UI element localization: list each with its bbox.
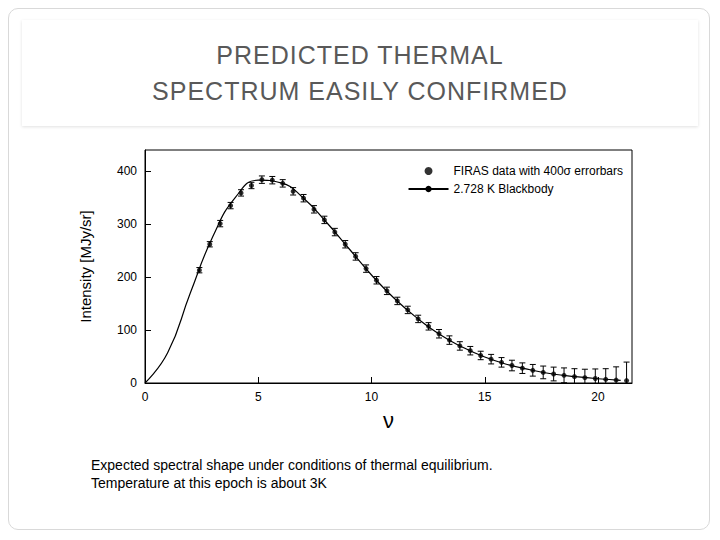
html-text:Expected spectral shape under: Expected spectral shape under conditions… — [91, 457, 493, 473]
html-text:Temperature at this epoch is a: Temperature at this epoch is about 3K — [91, 475, 327, 491]
svg-text:FIRAS data with 400σ errorbars: FIRAS data with 400σ errorbars — [454, 164, 623, 178]
svg-text:ν: ν — [383, 408, 394, 433]
svg-text:0: 0 — [142, 390, 149, 404]
svg-text:10: 10 — [365, 390, 379, 404]
svg-text:5: 5 — [255, 390, 262, 404]
svg-text:20: 20 — [591, 390, 605, 404]
svg-text:300: 300 — [117, 217, 137, 231]
svg-text:400: 400 — [117, 164, 137, 178]
svg-text:0: 0 — [130, 376, 137, 390]
svg-text:Intensity [MJy/sr]: Intensity [MJy/sr] — [77, 210, 94, 323]
svg-text:2.728 K Blackbody: 2.728 K Blackbody — [454, 182, 554, 196]
html-text:PREDICTED THERMAL SPECTRUM EAS: PREDICTED THERMAL SPECTRUM EASILY CONFIR… — [152, 41, 568, 105]
svg-text:15: 15 — [478, 390, 492, 404]
svg-text:200: 200 — [117, 270, 137, 284]
svg-text:100: 100 — [117, 323, 137, 337]
